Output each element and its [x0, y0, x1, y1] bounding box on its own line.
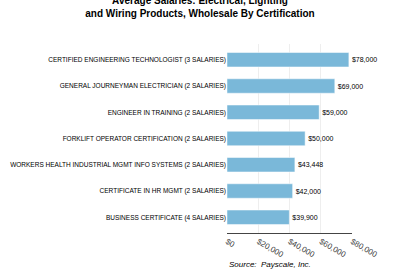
svg-text:$20,000: $20,000 [255, 237, 285, 260]
svg-text:Average Salaries: Electrical,: Average Salaries: Electrical, Lightingan… [85, 0, 314, 19]
svg-text:$43,448: $43,448 [298, 161, 323, 168]
svg-text:$80,000: $80,000 [349, 237, 379, 260]
svg-text:$39,900: $39,900 [292, 214, 317, 221]
svg-text:$60,000: $60,000 [318, 237, 348, 260]
svg-text:$59,000: $59,000 [322, 109, 347, 116]
svg-text:$42,000: $42,000 [296, 188, 321, 195]
svg-text:$0: $0 [224, 237, 237, 250]
svg-text:$50,000: $50,000 [308, 135, 333, 142]
svg-text:GENERAL JOURNEYMAN ELECTRICIAN: GENERAL JOURNEYMAN ELECTRICIAN (2 SALARI… [60, 82, 226, 90]
svg-text:CERTIFIED ENGINEERING TECHNOLO: CERTIFIED ENGINEERING TECHNOLOGIST (3 SA… [48, 56, 226, 64]
svg-text:$40,000: $40,000 [287, 237, 317, 260]
svg-text:$69,000: $69,000 [338, 83, 363, 90]
svg-text:CERTIFICATE IN HR MGMT (2 SALA: CERTIFICATE IN HR MGMT (2 SALARIES) [100, 187, 226, 195]
svg-text:ENGINEER IN TRAINING (2 SALARI: ENGINEER IN TRAINING (2 SALARIES) [108, 109, 226, 117]
svg-text:WORKERS HEALTH INDUSTRIAL MGMT: WORKERS HEALTH INDUSTRIAL MGMT INFO SYST… [10, 161, 226, 169]
svg-text:$78,000: $78,000 [352, 56, 377, 63]
svg-text:Source: Payscale, Inc.: Source: Payscale, Inc. [229, 260, 311, 269]
svg-text:BUSINESS CERTIFICATE (4 SALARI: BUSINESS CERTIFICATE (4 SALARIES) [106, 214, 226, 222]
svg-text:FORKLIFT OPERATOR CERTIFICATIO: FORKLIFT OPERATOR CERTIFICATION (2 SALAR… [63, 135, 226, 143]
